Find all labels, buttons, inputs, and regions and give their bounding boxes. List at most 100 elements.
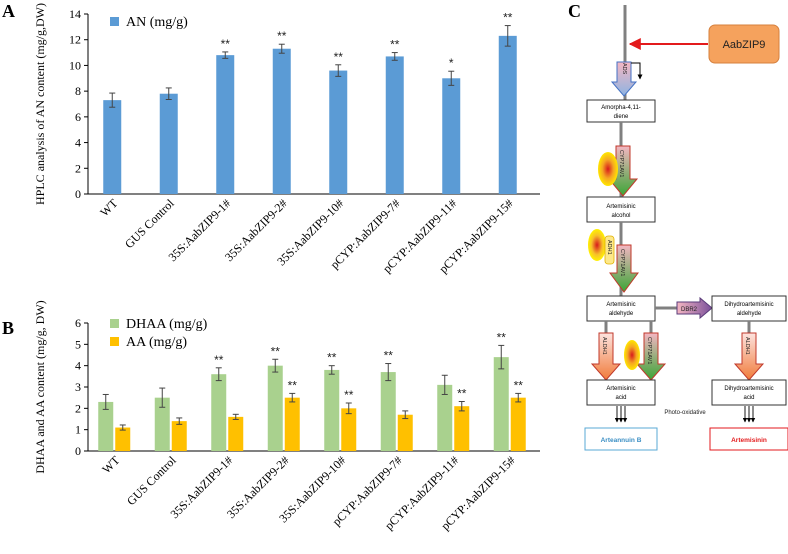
legend-label: DHAA (mg/g) bbox=[126, 317, 208, 332]
legend-swatch bbox=[110, 319, 119, 328]
enzyme-blob-1 bbox=[598, 152, 618, 186]
y-tick-label: 6 bbox=[75, 316, 81, 330]
bar bbox=[284, 397, 300, 451]
triple-arrow-left bbox=[614, 406, 628, 423]
dh-acid-label-1: Dihydroartemisinic bbox=[724, 386, 773, 392]
y-tick-label: 8 bbox=[75, 84, 81, 98]
acid-label-2: acid bbox=[615, 395, 626, 401]
significance-label: ** bbox=[277, 29, 287, 43]
artemisinin-label: Artemisinin bbox=[731, 437, 767, 444]
alcohol-label-2: alcohol bbox=[611, 213, 630, 219]
y-tick-label: 6 bbox=[75, 110, 81, 124]
enzyme-blob-2 bbox=[588, 229, 606, 261]
x-tick-label: GUS Control bbox=[124, 453, 179, 508]
bar bbox=[228, 416, 244, 451]
pathway-diagram: AabZIP9 ADS Amorpha-4,11- diene CYP71AV1… bbox=[584, 5, 788, 451]
bar bbox=[171, 421, 187, 451]
legend-swatch bbox=[110, 337, 119, 346]
aldh1-arrow-b bbox=[733, 332, 765, 381]
dbr2-label: DBR2 bbox=[681, 307, 698, 313]
panel-label-a: A bbox=[2, 1, 15, 21]
cyp-label-1: CYP71AV1 bbox=[618, 150, 624, 177]
y-tick-label: 4 bbox=[75, 136, 81, 150]
bar bbox=[216, 55, 235, 195]
bar bbox=[103, 100, 122, 194]
bar bbox=[272, 48, 291, 194]
panel-label-b: B bbox=[2, 318, 14, 338]
ads-label: ADS bbox=[621, 63, 627, 75]
significance-label: ** bbox=[327, 351, 337, 365]
y-tick-label: 5 bbox=[75, 337, 81, 351]
aldehyde-label-1: Artemisinic bbox=[606, 302, 635, 308]
bar bbox=[324, 369, 340, 451]
significance-label: ** bbox=[271, 344, 281, 358]
triple-arrow-right bbox=[742, 406, 756, 423]
alcohol-box bbox=[586, 196, 656, 223]
aabzip9-label: AabZIP9 bbox=[723, 39, 766, 51]
arteannuin-b-box bbox=[584, 427, 658, 451]
y-tick-label: 14 bbox=[69, 7, 81, 21]
chart-a: 0 2 4 6 8 10 12 14 HPLC analysis of AN content (… bbox=[33, 3, 540, 276]
bar bbox=[154, 397, 170, 451]
acid-label-1: Artemisinic bbox=[606, 386, 635, 392]
significance-label: ** bbox=[384, 349, 394, 363]
significance-label: ** bbox=[221, 37, 231, 51]
amorpha-label-2: diene bbox=[614, 114, 629, 120]
bar bbox=[267, 365, 283, 451]
x-tick-label: WT bbox=[97, 196, 121, 220]
cyp-label-3: CYP71AV1 bbox=[646, 337, 652, 364]
chart-b: 0 1 2 3 4 5 6 DHAA and AA content (mg/g, DW) ** *… bbox=[33, 300, 540, 533]
significance-label: ** bbox=[334, 50, 344, 64]
aabzip9-box bbox=[708, 24, 780, 64]
dh-acid-box bbox=[711, 379, 787, 406]
dh-aldehyde-label-2: aldehyde bbox=[737, 311, 762, 317]
y-tick-label: 2 bbox=[75, 161, 81, 175]
significance-label: ** bbox=[344, 388, 354, 402]
ads-arrow bbox=[610, 61, 638, 97]
y-tick-label: 4 bbox=[75, 359, 81, 373]
y-tick-label: 0 bbox=[75, 187, 81, 201]
legend-swatch bbox=[110, 17, 119, 26]
y-tick-label: 3 bbox=[75, 380, 81, 394]
bar bbox=[329, 70, 348, 194]
legend-label: AA (mg/g) bbox=[126, 335, 187, 350]
y-tick-label: 10 bbox=[69, 58, 81, 72]
dh-acid-label-2: acid bbox=[743, 395, 754, 401]
adh1-label: ADH1 bbox=[606, 240, 612, 255]
dh-aldehyde-box bbox=[711, 295, 787, 322]
significance-label: ** bbox=[497, 330, 507, 344]
bar bbox=[159, 93, 178, 194]
aldh1-arrow-a bbox=[590, 332, 622, 381]
x-tick-label: WT bbox=[99, 453, 123, 477]
bar bbox=[493, 357, 509, 451]
y-axis-label: DHAA and AA content (mg/g, DW) bbox=[33, 300, 47, 473]
aldh1-label-b: ALDH1 bbox=[744, 337, 750, 355]
bar bbox=[510, 397, 526, 451]
aldh1-label-a: ALDH1 bbox=[601, 337, 607, 355]
bar bbox=[115, 427, 131, 451]
panel-label-c: C bbox=[568, 1, 581, 21]
arteannuin-b-label: Arteannuin B bbox=[601, 437, 642, 444]
y-tick-label: 2 bbox=[75, 401, 81, 415]
bar bbox=[98, 401, 114, 451]
legend-label: AN (mg/g) bbox=[126, 15, 188, 30]
cyp-arrow-3 bbox=[635, 332, 667, 381]
y-axis-label: HPLC analysis of AN content (mg/g,DW) bbox=[33, 3, 47, 205]
photo-oxidative-label: Photo-oxidative bbox=[664, 410, 706, 416]
bar bbox=[211, 374, 227, 451]
significance-label: * bbox=[449, 56, 454, 70]
significance-label: ** bbox=[457, 387, 467, 401]
bar bbox=[380, 372, 396, 451]
y-tick-label: 12 bbox=[69, 33, 81, 47]
enzyme-blob-3 bbox=[624, 340, 640, 370]
artemisinin-box bbox=[709, 427, 788, 451]
significance-label: ** bbox=[214, 353, 224, 367]
significance-label: ** bbox=[514, 378, 524, 392]
aldehyde-box bbox=[586, 295, 656, 322]
bar bbox=[442, 78, 461, 194]
significance-label: ** bbox=[390, 38, 400, 52]
ads-side-arrow bbox=[631, 62, 643, 80]
bar bbox=[341, 408, 357, 451]
acid-box bbox=[586, 379, 656, 406]
y-tick-label: 0 bbox=[75, 444, 81, 458]
